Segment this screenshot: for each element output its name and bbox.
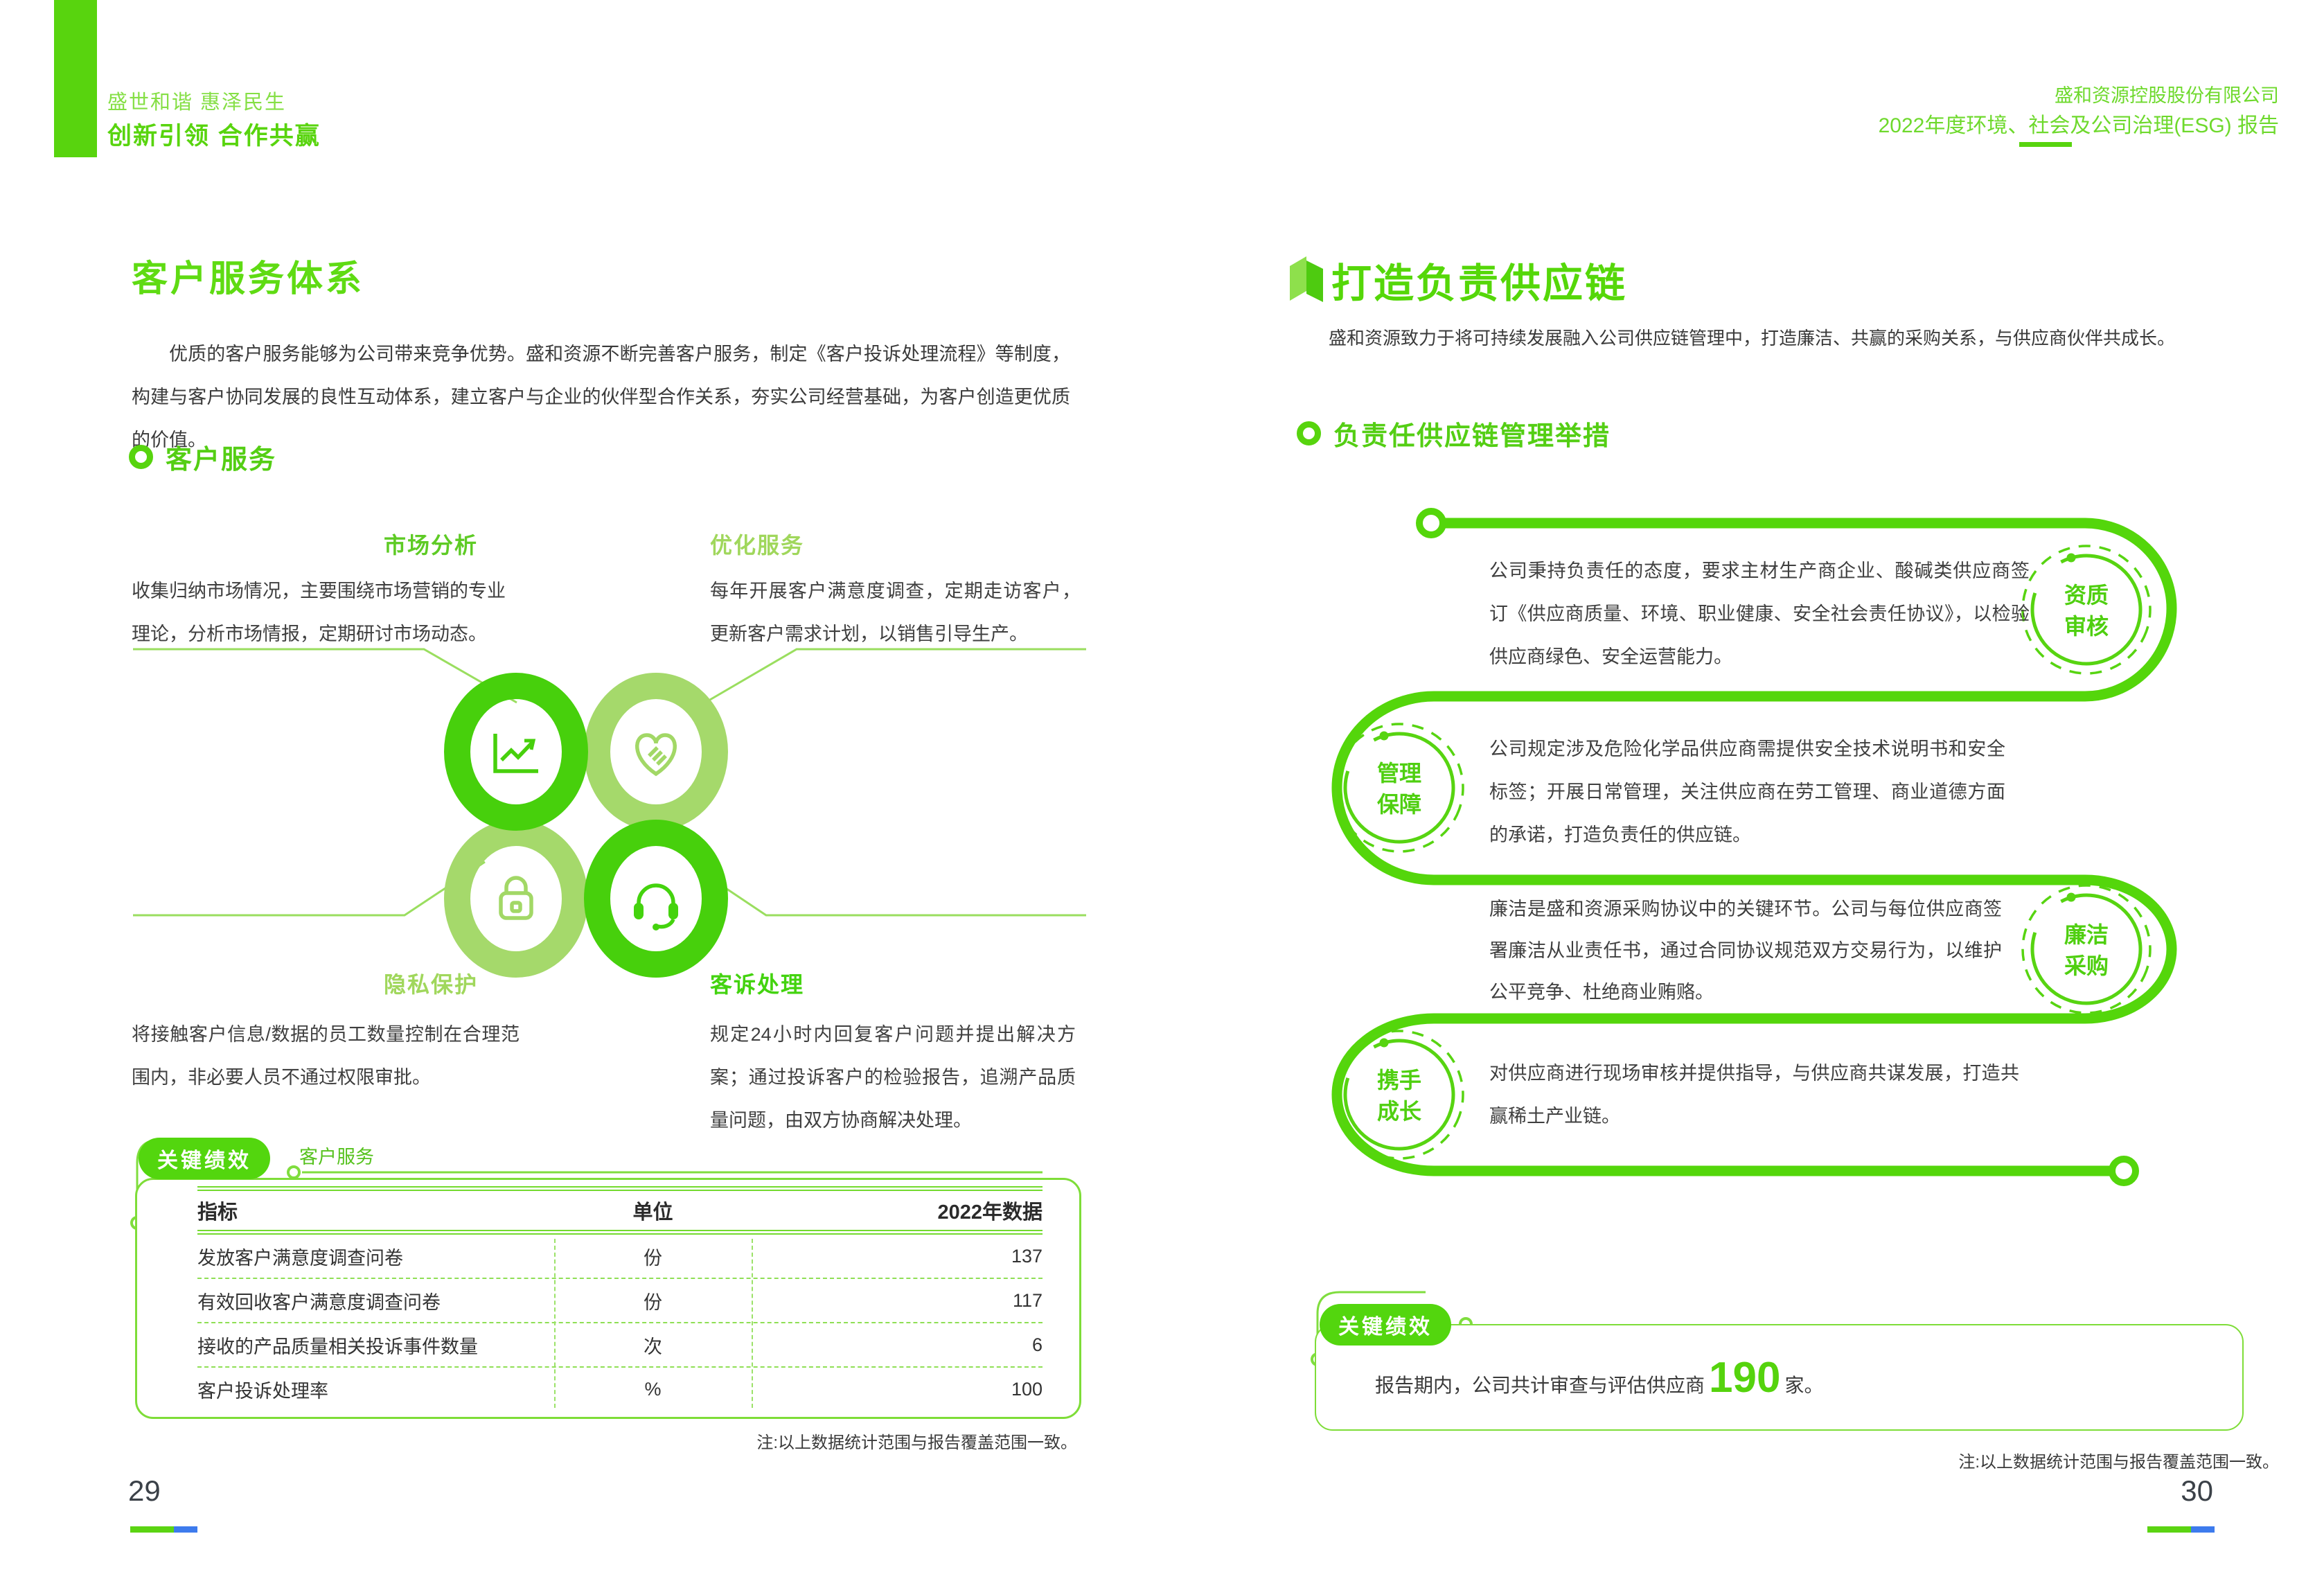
- left-section-header: 客户服务: [129, 438, 276, 476]
- table-row: 接收的产品质量相关投诉事件数量 次 6: [197, 1323, 1043, 1368]
- kpi-text-after: 家。: [1784, 1375, 1824, 1396]
- row-value: 117: [1012, 1289, 1043, 1311]
- row-value: 137: [1011, 1245, 1043, 1267]
- quadrant-label-complaint: 客诉处理: [710, 972, 805, 997]
- left-header-slogan-2: 创新引领 合作共赢: [107, 123, 321, 150]
- right-footnote: 注:以上数据统计范围与报告覆盖范围一致。: [1958, 1453, 2279, 1472]
- kpi-text-before: 报告期内，公司共计审查与评估供应商: [1375, 1375, 1705, 1396]
- table-row: 发放客户满意度调查问卷 份 137: [197, 1235, 1043, 1279]
- ring-service: [584, 673, 728, 831]
- corner-accent-rect: [54, 0, 97, 157]
- bullet-ring-icon: [1297, 421, 1321, 445]
- row-indicator: 发放客户满意度调查问卷: [197, 1247, 403, 1269]
- left-section-title: 客户服务: [166, 445, 277, 475]
- quadrant-label-market: 市场分析: [383, 533, 478, 558]
- col-header-indicator: 指标: [197, 1201, 238, 1224]
- measure-label-line: 廉洁: [2064, 922, 2109, 947]
- right-header-report: 2022年度环境、社会及公司治理(ESG) 报告: [1878, 114, 2279, 137]
- right-page-title: 打造负责供应链: [1331, 261, 1628, 306]
- row-unit: 份: [644, 1291, 662, 1313]
- col-header-unit: 单位: [632, 1201, 673, 1224]
- table-row: 客户投诉处理率 % 100: [197, 1368, 1043, 1411]
- table-row: 有效回收客户满意度调查问卷 份 117: [197, 1279, 1043, 1323]
- measure-label-line: 保障: [1377, 792, 1421, 817]
- row-unit: 次: [644, 1336, 662, 1357]
- left-page-bar-blue: [174, 1526, 197, 1533]
- ring-privacy: [444, 820, 588, 978]
- measure-text-integrity: 廉洁是盛和资源采购协议中的关键环节。公司与每位供应商签署廉洁从业责任书，通过合同…: [1489, 899, 2002, 1003]
- snake-path: [1331, 518, 2177, 1176]
- snake-start-node: [1416, 508, 1446, 538]
- measure-label-line: 成长: [1377, 1099, 1421, 1124]
- right-kpi-statement: 报告期内，公司共计审查与评估供应商 190 家。: [1375, 1357, 1823, 1400]
- measure-label-line: 携手: [1377, 1068, 1421, 1093]
- ring-market: [444, 673, 588, 831]
- measure-label-line: 资质: [2064, 583, 2109, 608]
- measure-circle-qualification: 资质 审核: [2021, 545, 2152, 675]
- bullet-ring-icon: [129, 445, 153, 469]
- header-accent-bar: [2019, 142, 2072, 147]
- quadrant-label-privacy: 隐私保护: [383, 972, 478, 997]
- kpi-table-header: 指标 单位 2022年数据: [197, 1186, 1043, 1235]
- measure-text-qualification: 公司秉持负责任的态度，要求主材生产商企业、酸碱类供应商签订《供应商质量、环境、职…: [1489, 561, 2030, 667]
- row-unit: %: [644, 1378, 662, 1400]
- row-indicator: 有效回收客户满意度调查问卷: [197, 1291, 441, 1313]
- left-header-slogan-1: 盛世和谐 惠泽民生: [107, 91, 287, 114]
- row-indicator: 客户投诉处理率: [197, 1380, 328, 1402]
- table-divider: [554, 1239, 556, 1408]
- chapter-flag-icon: [1290, 256, 1323, 302]
- measure-text-management: 公司规定涉及危险化学品供应商需提供安全技术说明书和安全标签；开展日常管理，关注供…: [1489, 739, 2005, 845]
- quadrant-text-complaint: 规定24小时内回复客户问题并提出解决方案；通过投诉客户的检验报告，追溯产品质量问…: [710, 1024, 1076, 1131]
- lock-icon: [499, 876, 533, 920]
- headset-icon: [634, 883, 678, 930]
- measure-label-line: 审核: [2064, 614, 2109, 639]
- row-value: 100: [1011, 1378, 1043, 1400]
- table-divider: [752, 1239, 753, 1408]
- left-kpi-box: [135, 1178, 1081, 1419]
- quadrant-text-privacy: 将接触客户信息/数据的员工数量控制在合理范围内，非必要人员不通过权限审批。: [132, 1024, 520, 1088]
- col-header-2022: 2022年数据: [937, 1201, 1043, 1224]
- right-header-company: 盛和资源控股股份有限公司: [2055, 85, 2279, 106]
- ring-complaint: [584, 820, 728, 978]
- row-indicator: 接收的产品质量相关投诉事件数量: [197, 1336, 478, 1357]
- measure-circle-management: 管理 保障: [1334, 723, 1464, 853]
- kpi-highlight-number: 190: [1709, 1354, 1781, 1402]
- right-section-header: 负责任供应链管理举措: [1297, 414, 1611, 452]
- right-section-title: 负责任供应链管理举措: [1333, 422, 1611, 451]
- left-kpi-badge: 关键绩效: [139, 1138, 270, 1179]
- kpi-table-body: 发放客户满意度调查问卷 份 137 有效回收客户满意度调查问卷 份 117 接收…: [197, 1235, 1043, 1411]
- quadrant-text-market: 收集归纳市场情况，主要围绕市场营销的专业理论，分析市场情报，定期研讨市场动态。: [132, 581, 506, 644]
- right-kpi-badge: 关键绩效: [1320, 1304, 1451, 1346]
- quadrant-text-service: 每年开展客户满意度调查，定期走访客户，更新客户需求计划，以销售引导生产。: [710, 581, 1081, 644]
- left-page-title: 客户服务体系: [132, 259, 365, 299]
- right-kpi-box: [1315, 1324, 2244, 1431]
- row-unit: 份: [644, 1247, 662, 1269]
- left-page-bar-green: [130, 1526, 174, 1533]
- quadrant-label-service: 优化服务: [710, 533, 805, 558]
- right-page-bar-blue: [2191, 1526, 2215, 1533]
- left-intro-paragraph: 优质的客户服务能够为公司带来竞争优势。盛和资源不断完善客户服务，制定《客户投诉处…: [132, 344, 1070, 450]
- heart-handshake-icon: [635, 733, 677, 777]
- measure-text-growth: 对供应商进行现场审核并提供指导，与供应商共谋发展，打造共赢稀土产业链。: [1489, 1063, 2019, 1127]
- row-value: 6: [1031, 1334, 1043, 1355]
- chart-trend-icon: [493, 734, 538, 773]
- left-kpi-scope-label: 客户服务: [299, 1147, 374, 1167]
- measure-label-line: 采购: [2064, 953, 2109, 978]
- measure-label-line: 管理: [1377, 761, 1421, 786]
- right-intro-paragraph: 盛和资源致力于将可持续发展融入公司供应链管理中，打造廉洁、共赢的采购关系，与供应…: [1329, 328, 2176, 349]
- left-footnote: 注:以上数据统计范围与报告覆盖范围一致。: [756, 1433, 1077, 1452]
- snake-end-node: [2109, 1156, 2139, 1186]
- measure-circle-growth: 携手 成长: [1334, 1030, 1464, 1160]
- right-page-bar-green: [2147, 1526, 2191, 1533]
- left-page-number: 29: [128, 1474, 161, 1507]
- right-page-number: 30: [2181, 1474, 2213, 1507]
- customer-service-diagram: [133, 648, 1086, 978]
